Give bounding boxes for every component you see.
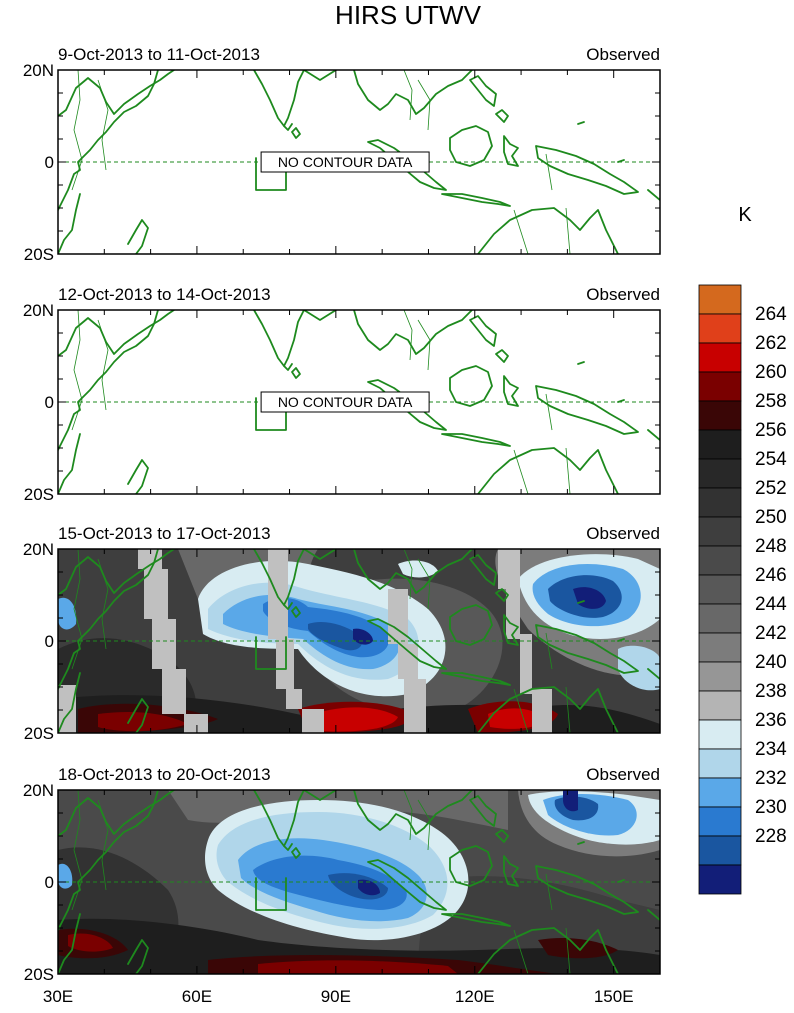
colorbar-label: 258 <box>755 391 787 412</box>
panel-observed-label: Observed <box>586 285 660 304</box>
y-tick-label: 20S <box>24 965 54 984</box>
colorbar-swatch <box>698 458 742 489</box>
colorbar-swatch <box>698 429 742 460</box>
x-tick-label: 90E <box>321 987 351 1006</box>
colorbar-swatch <box>698 313 742 344</box>
y-tick-label: 20S <box>24 724 54 743</box>
panel-period: 18-Oct-2013 to 20-Oct-2013 <box>58 765 271 784</box>
y-tick-label: 0 <box>45 393 54 412</box>
colorbar-label: 234 <box>755 739 787 760</box>
colorbar-swatch <box>698 545 742 576</box>
no-data-message: NO CONTOUR DATA <box>278 154 413 170</box>
colorbar-swatch <box>698 487 742 518</box>
colorbar-swatch <box>698 400 742 431</box>
colorbar-swatch <box>698 835 742 866</box>
colorbar-label: 232 <box>755 768 787 789</box>
panel-observed-label: Observed <box>586 524 660 543</box>
colorbar-label: 262 <box>755 333 787 354</box>
colorbar-swatch <box>698 661 742 692</box>
colorbar-units: K <box>738 204 752 226</box>
colorbar-label: 244 <box>755 594 787 615</box>
colorbar-swatch <box>698 806 742 837</box>
colorbar-swatch <box>698 603 742 634</box>
colorbar-label: 254 <box>755 449 787 470</box>
panel-period: 9-Oct-2013 to 11-Oct-2013 <box>58 45 260 64</box>
y-tick-label: 20S <box>24 245 54 264</box>
colorbar-label: 252 <box>755 478 787 499</box>
colorbar-label: 240 <box>755 652 787 673</box>
colorbar-swatch <box>698 284 742 315</box>
colorbar-label: 238 <box>755 681 787 702</box>
colorbar-swatch <box>698 719 742 750</box>
colorbar-label: 264 <box>755 304 787 325</box>
panel-period: 15-Oct-2013 to 17-Oct-2013 <box>58 524 271 543</box>
colorbar-swatch <box>698 690 742 721</box>
colorbar-swatch <box>698 864 742 895</box>
colorbar-swatch <box>698 574 742 605</box>
y-tick-label: 20N <box>23 540 54 559</box>
colorbar-label: 230 <box>755 797 787 818</box>
colorbar-label: 236 <box>755 710 787 731</box>
map-panel-2: 12-Oct-2013 to 14-Oct-2013 Observed 20N 0 20… <box>23 285 661 504</box>
colorbar-label: 250 <box>755 507 787 528</box>
panel-period: 12-Oct-2013 to 14-Oct-2013 <box>58 285 271 304</box>
colorbar-label: 256 <box>755 420 787 441</box>
colorbar-swatch <box>698 632 742 663</box>
x-tick-label: 30E <box>43 987 73 1006</box>
colorbar-swatch <box>698 516 742 547</box>
y-tick-label: 20N <box>23 301 54 320</box>
panel-observed-label: Observed <box>586 45 660 64</box>
no-data-message: NO CONTOUR DATA <box>278 394 413 410</box>
panel-observed-label: Observed <box>586 765 660 784</box>
map-panel-3: 15-Oct-2013 to 17-Oct-2013 Observed 20N 0 20… <box>23 524 661 743</box>
y-tick-label: 20N <box>23 61 54 80</box>
y-tick-label: 0 <box>45 632 54 651</box>
no-data-box: NO CONTOUR DATA <box>260 151 430 173</box>
y-tick-label: 0 <box>45 873 54 892</box>
x-tick-label: 150E <box>594 987 634 1006</box>
chart-title: HIRS UTWV <box>335 0 482 30</box>
y-tick-label: 0 <box>45 153 54 172</box>
map-panel-1: 9-Oct-2013 to 11-Oct-2013 Observed 20N 0 20S… <box>23 45 661 264</box>
colorbar-swatch <box>698 777 742 808</box>
colorbar-label: 228 <box>755 826 787 847</box>
y-tick-label: 20N <box>23 781 54 800</box>
x-tick-label: 120E <box>455 987 495 1006</box>
colorbar-label: 260 <box>755 362 787 383</box>
colorbar-label: 248 <box>755 536 787 557</box>
no-data-box: NO CONTOUR DATA <box>260 391 430 413</box>
colorbar-swatch <box>698 748 742 779</box>
x-tick-label: 60E <box>182 987 212 1006</box>
y-tick-label: 20S <box>24 485 54 504</box>
map-panel-4: 18-Oct-2013 to 20-Oct-2013 Observed 20N 0 20… <box>23 765 661 984</box>
colorbar-swatch <box>698 371 742 402</box>
colorbar: 264 262 260 258 256 254 252 250 248 246 244 242 240 2… <box>698 284 787 895</box>
colorbar-label: 242 <box>755 623 787 644</box>
colorbar-swatch <box>698 342 742 373</box>
colorbar-label: 246 <box>755 565 787 586</box>
